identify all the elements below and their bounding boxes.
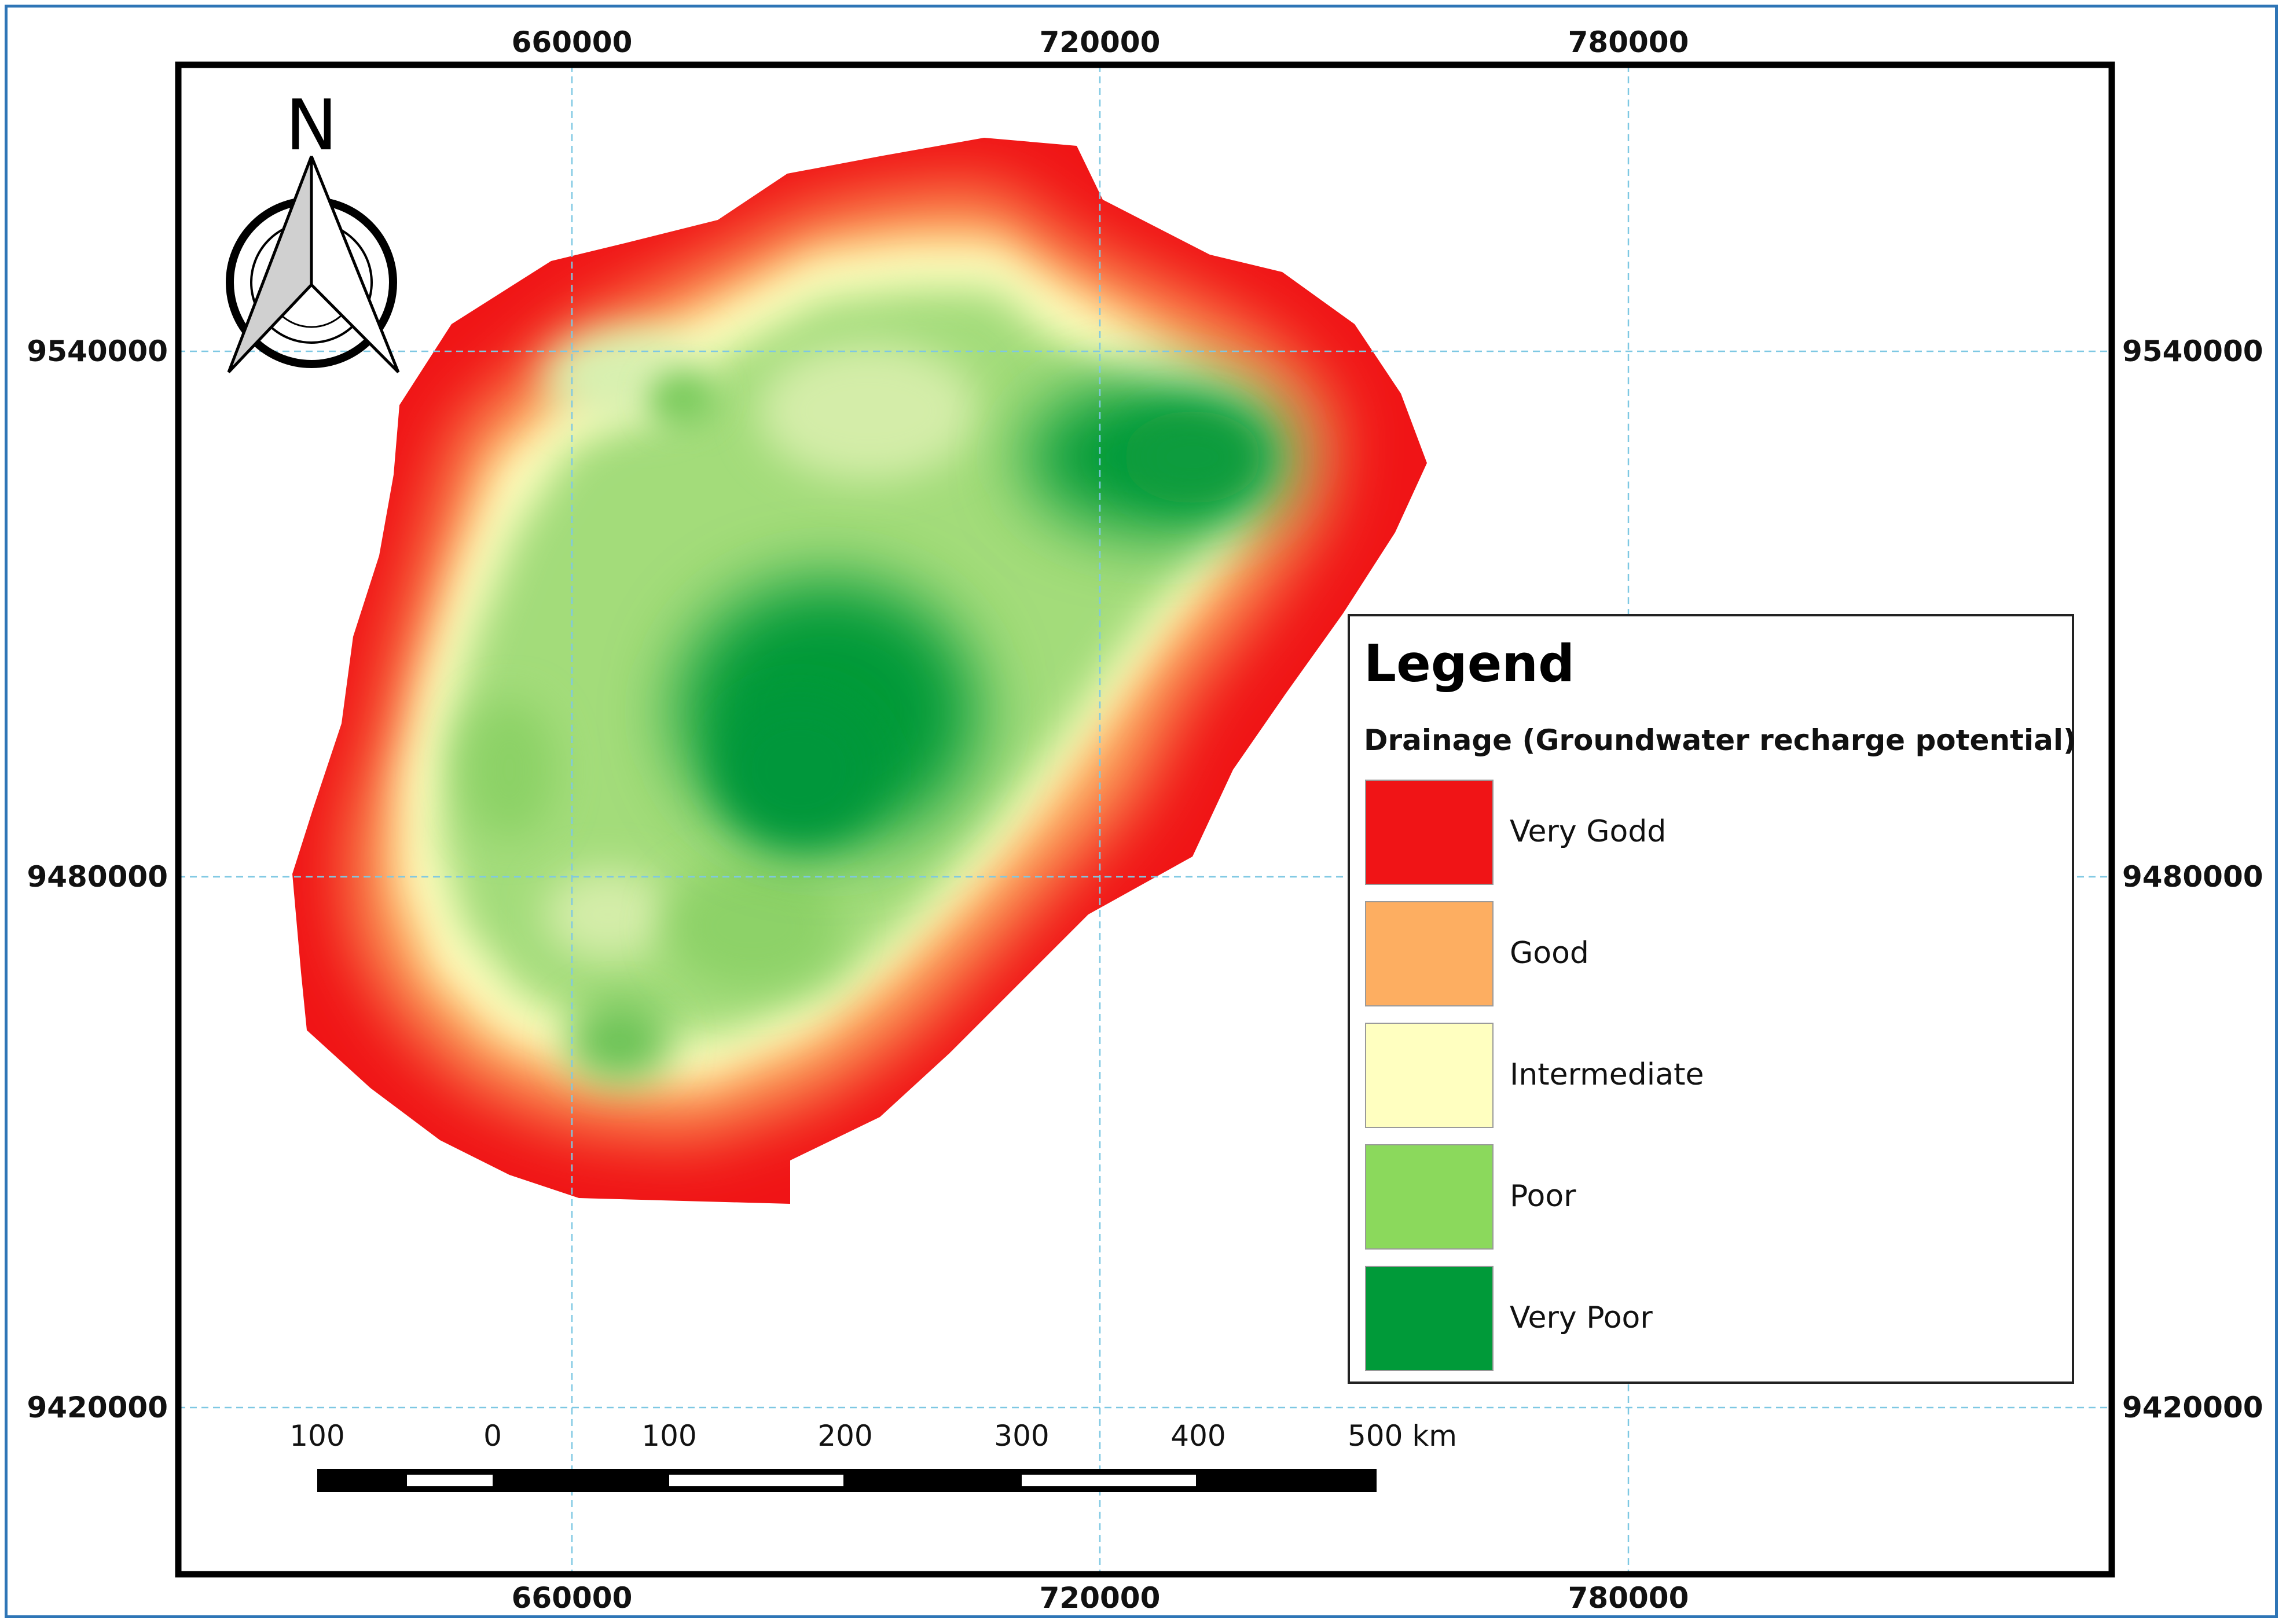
scale-bar: 100 0 100 200 300 400 500 km (289, 1419, 1457, 1492)
y-tick-right-9480000: 9480000 (2122, 860, 2263, 894)
scale-label-5: 400 (1170, 1419, 1225, 1453)
scale-label-1: 0 (483, 1419, 502, 1453)
legend: Legend Drainage (Groundwater recharge po… (1348, 614, 2076, 1384)
y-tick-right-9540000: 9540000 (2122, 335, 2263, 368)
legend-label: Very Poor (1510, 1300, 1653, 1335)
legend-item-intermediate: Intermediate (1365, 1023, 2048, 1130)
scale-label-4: 300 (994, 1419, 1049, 1453)
outer-frame (5, 5, 2278, 1618)
x-tick-bottom-720000: 720000 (1040, 1581, 1161, 1615)
legend-item-very-good: Very Godd (1365, 780, 2048, 887)
x-tick-bottom-660000: 660000 (512, 1581, 633, 1615)
x-tick-top-720000: 720000 (1040, 25, 1161, 59)
scale-label-2: 100 (641, 1419, 696, 1453)
legend-swatch (1365, 1266, 1494, 1371)
legend-swatch (1365, 1023, 1494, 1128)
scale-label-6: 500 km (1348, 1419, 1457, 1453)
legend-item-very-poor: Very Poor (1365, 1266, 2048, 1373)
x-tick-top-660000: 660000 (512, 25, 633, 59)
north-arrow-icon: N (226, 86, 400, 373)
legend-label: Good (1510, 936, 1589, 971)
x-tick-bottom-780000: 780000 (1568, 1581, 1689, 1615)
y-tick-left-9480000: 9480000 (27, 860, 168, 894)
map-frame (175, 61, 2115, 1578)
north-label: N (285, 86, 337, 166)
legend-swatch (1365, 780, 1494, 885)
drainage-raster (292, 138, 1427, 1204)
legend-label: Very Godd (1510, 814, 1667, 849)
y-tick-right-9420000: 9420000 (2122, 1391, 2263, 1424)
legend-label: Intermediate (1510, 1057, 1704, 1092)
y-tick-left-9420000: 9420000 (27, 1391, 168, 1424)
legend-title: Legend (1364, 634, 1575, 693)
legend-swatch (1365, 901, 1494, 1006)
scale-label-3: 200 (817, 1419, 872, 1453)
x-tick-top-780000: 780000 (1568, 25, 1689, 59)
legend-label: Poor (1510, 1179, 1576, 1214)
legend-item-poor: Poor (1365, 1144, 2048, 1251)
y-tick-left-9540000: 9540000 (27, 335, 168, 368)
legend-item-good: Good (1365, 901, 2048, 1008)
scale-label-0: 100 (289, 1419, 344, 1453)
legend-swatch (1365, 1144, 1494, 1250)
legend-subtitle: Drainage (Groundwater recharge potential… (1364, 723, 2076, 757)
